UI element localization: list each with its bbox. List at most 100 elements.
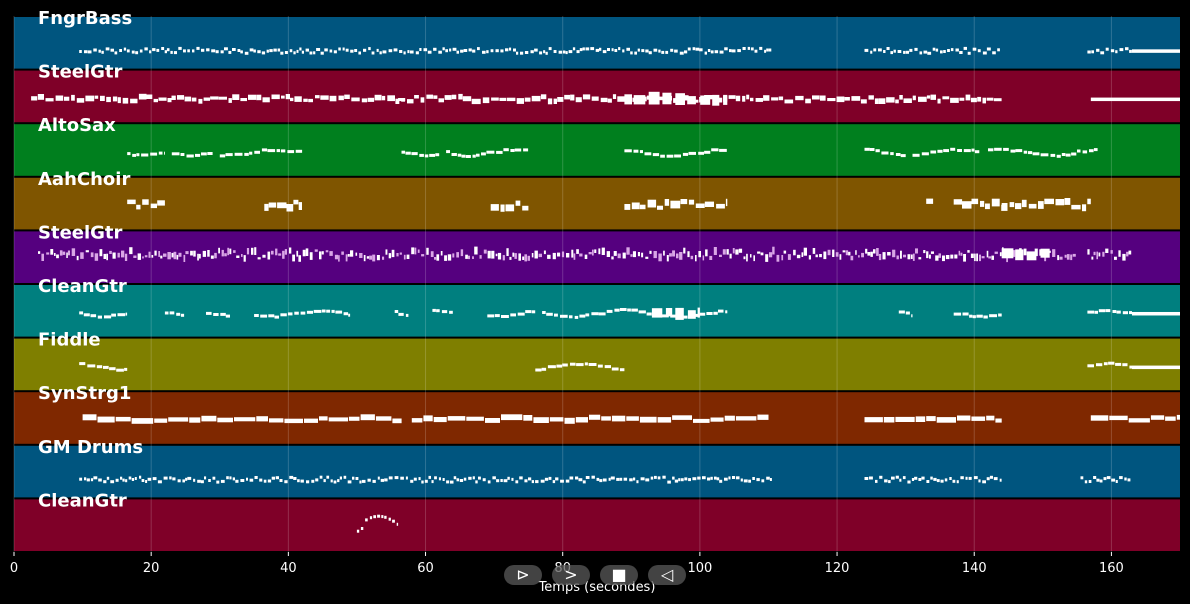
- note: [568, 50, 573, 54]
- note: [207, 250, 210, 257]
- note: [267, 149, 276, 153]
- note: [394, 310, 399, 313]
- note: [523, 415, 533, 421]
- x-tick-label: 140: [962, 561, 987, 576]
- note: [463, 477, 467, 481]
- note: [1090, 415, 1109, 421]
- note: [900, 250, 902, 259]
- note: [915, 416, 926, 422]
- note: [963, 254, 966, 262]
- note: [111, 313, 116, 317]
- note: [319, 475, 323, 479]
- note: [197, 479, 201, 483]
- note: [865, 248, 868, 254]
- note: [350, 49, 354, 53]
- note: [87, 364, 96, 368]
- note: [959, 97, 965, 101]
- note: [641, 252, 644, 258]
- note: [607, 48, 610, 51]
- note: [373, 515, 376, 519]
- note: [899, 478, 902, 482]
- note: [1059, 256, 1063, 260]
- note: [524, 479, 528, 483]
- note: [191, 97, 197, 102]
- note: [820, 95, 826, 101]
- note-chord: [1001, 248, 1014, 259]
- note: [549, 417, 564, 422]
- note: [410, 50, 414, 54]
- note: [229, 476, 232, 480]
- note: [329, 49, 333, 53]
- note: [41, 253, 44, 261]
- note: [385, 249, 388, 255]
- note: [765, 254, 769, 262]
- note: [490, 204, 499, 211]
- note: [861, 252, 864, 258]
- note: [249, 48, 254, 52]
- note: [895, 475, 899, 479]
- note: [479, 255, 482, 259]
- note: [184, 96, 192, 102]
- note: [361, 98, 368, 103]
- note: [79, 362, 86, 366]
- note: [452, 253, 455, 258]
- note: [1040, 153, 1049, 157]
- x-tick-label: 20: [143, 561, 160, 576]
- note: [522, 256, 525, 260]
- note: [351, 97, 360, 102]
- note: [213, 313, 219, 316]
- note: [1165, 416, 1176, 421]
- note: [257, 50, 261, 54]
- note: [776, 254, 780, 262]
- note: [562, 363, 568, 367]
- note: [1105, 47, 1109, 51]
- note: [135, 51, 139, 55]
- note: [867, 252, 871, 256]
- forward-button[interactable]: >: [552, 565, 590, 585]
- note: [604, 365, 611, 369]
- note: [428, 475, 431, 479]
- note: [1010, 149, 1016, 153]
- note: [313, 309, 322, 313]
- note: [214, 252, 217, 259]
- note: [750, 97, 754, 102]
- note: [355, 252, 358, 256]
- note: [198, 98, 203, 104]
- note: [55, 95, 64, 101]
- play-button[interactable]: ⊳: [504, 565, 542, 585]
- note: [606, 309, 613, 313]
- note: [1105, 248, 1109, 253]
- note: [864, 477, 869, 480]
- note-chord: [624, 94, 632, 105]
- note: [313, 51, 316, 55]
- note: [510, 149, 515, 152]
- note: [31, 96, 38, 101]
- note: [860, 99, 867, 104]
- note: [658, 49, 661, 53]
- note: [119, 49, 122, 52]
- note: [766, 48, 769, 52]
- note: [835, 252, 839, 257]
- note: [940, 50, 943, 54]
- note: [233, 250, 236, 253]
- note: [599, 479, 603, 483]
- note: [576, 249, 579, 254]
- note: [1096, 363, 1103, 367]
- note: [435, 153, 440, 157]
- note: [185, 251, 189, 255]
- note: [453, 476, 457, 480]
- note: [492, 476, 496, 480]
- note: [687, 251, 690, 258]
- note: [547, 254, 551, 259]
- note: [171, 152, 180, 156]
- note: [407, 99, 414, 104]
- stop-button[interactable]: ■: [600, 565, 638, 585]
- note: [719, 479, 723, 483]
- note: [591, 475, 595, 479]
- note: [657, 417, 672, 423]
- note: [131, 418, 154, 424]
- note: [256, 94, 262, 101]
- note: [468, 48, 472, 52]
- back-button[interactable]: ◁: [648, 565, 686, 585]
- note: [449, 310, 453, 314]
